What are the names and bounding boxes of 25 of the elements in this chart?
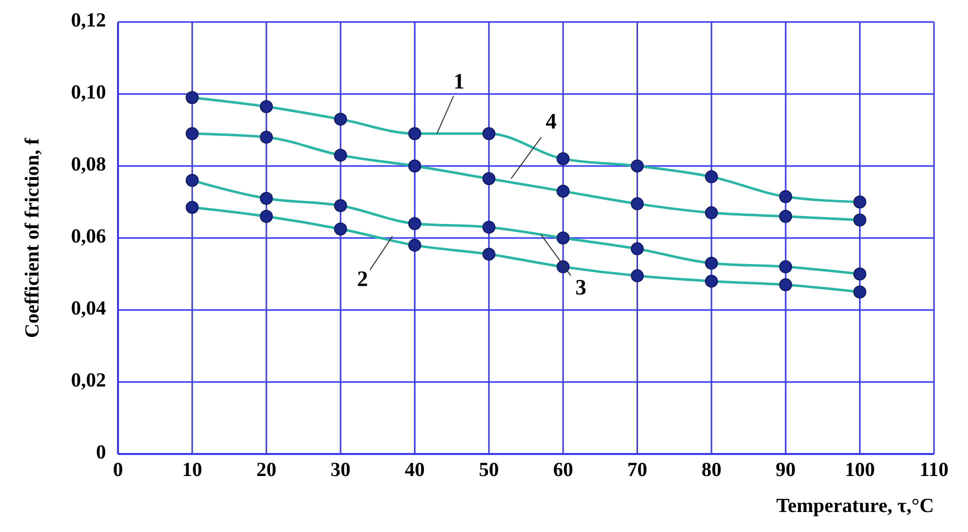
- y-tick-label: 0,04: [71, 298, 106, 320]
- x-tick-label: 60: [553, 459, 574, 481]
- x-tick-label: 70: [627, 459, 648, 481]
- x-tick-label: 110: [920, 459, 948, 481]
- annotation: 4: [546, 108, 557, 134]
- annotation: 3: [575, 274, 586, 300]
- y-tick-label: 0,12: [71, 10, 106, 32]
- y-tick-label: 0,02: [71, 370, 106, 392]
- annotation: 2: [356, 266, 368, 292]
- x-tick-label: 20: [256, 459, 276, 481]
- x-tick-label: 80: [701, 459, 722, 481]
- y-tick-label: 0,10: [71, 82, 106, 104]
- x-tick-label: 90: [776, 459, 796, 481]
- x-tick-label: 10: [182, 459, 202, 481]
- x-tick-label: 50: [478, 459, 499, 481]
- annotation: 1: [453, 68, 464, 94]
- y-tick-label: 0,08: [71, 154, 106, 176]
- x-tick-label: 100: [844, 459, 875, 481]
- y-tick-label: 0: [96, 442, 106, 464]
- x-axis-title: Temperature, τ,°C: [776, 495, 934, 517]
- x-tick-label: 30: [330, 459, 351, 481]
- y-tick-label: 0,06: [71, 226, 106, 248]
- y-axis-title: Coefficient of friction, f: [22, 138, 44, 338]
- x-tick-label: 0: [113, 459, 123, 481]
- x-tick-label: 40: [404, 459, 425, 481]
